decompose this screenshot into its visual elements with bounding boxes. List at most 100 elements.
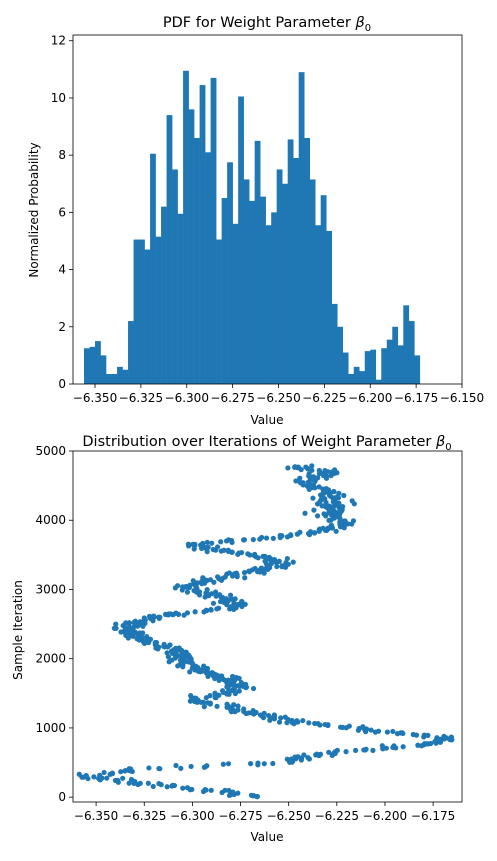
scatter-point (326, 517, 332, 523)
scatter-point (248, 792, 255, 798)
scatter-point (317, 526, 323, 532)
scatter-point (261, 710, 267, 716)
scatter-point (208, 787, 214, 793)
scatter-point (128, 776, 135, 783)
histogram-bar (95, 341, 101, 384)
scatter-point (204, 586, 210, 593)
histogram-bar (205, 152, 211, 384)
scatter-x-tick-label: −6.250 (266, 809, 310, 823)
histogram-bar (304, 137, 311, 384)
scatter-point (204, 549, 210, 555)
scatter-point (315, 475, 321, 481)
scatter-point (323, 485, 329, 492)
scatter-point (292, 464, 298, 470)
histogram-bar (249, 200, 255, 384)
scatter-point (120, 775, 126, 781)
scatter-point (305, 755, 311, 761)
scatter-point (268, 556, 274, 562)
scatter-x-ticks: −6.350 −6.325 −6.300 −6.275 −6.250 −6.225 −6.2… (74, 802, 455, 823)
histogram-bar (100, 355, 107, 384)
scatter-y-tick-label: 2000 (35, 652, 66, 666)
scatter-point (132, 618, 138, 624)
scatter-point (123, 620, 129, 626)
scatter-point (145, 780, 151, 786)
histogram-y-ticks: 0 2 4 6 8 10 12 (51, 34, 73, 391)
scatter-point (285, 465, 291, 471)
histogram-bar (348, 373, 355, 384)
scatter-point (76, 771, 82, 777)
scatter-point (185, 541, 191, 547)
scatter-point (259, 534, 265, 541)
scatter-point (341, 492, 347, 499)
scatter-point (213, 593, 219, 599)
scatter-point (212, 690, 218, 696)
scatter-point (310, 474, 317, 480)
scatter-point (194, 580, 200, 587)
scatter-point (203, 787, 209, 793)
scatter-point (259, 565, 265, 571)
scatter-point (370, 747, 376, 753)
scatter-point (145, 638, 151, 644)
scatter-point (340, 503, 346, 510)
scatter-point (434, 735, 440, 741)
scatter-point (138, 634, 145, 640)
scatter-point (290, 559, 296, 565)
scatter-point (201, 663, 207, 669)
histogram-bar (139, 239, 145, 384)
scatter-point (360, 724, 366, 730)
scatter-point (173, 762, 179, 769)
scatter-point (204, 577, 210, 584)
scatter-point (214, 606, 220, 612)
histogram-bar (144, 249, 151, 384)
scatter-point (184, 589, 191, 595)
scatter-point (208, 606, 214, 613)
scatter-point (204, 763, 210, 769)
scatter-point (190, 541, 196, 547)
scatter-y-tick-label: 3000 (35, 582, 66, 596)
scatter-point (341, 518, 347, 524)
scatter-point (216, 692, 222, 698)
histogram-bar (106, 373, 112, 384)
histogram-bar (216, 239, 222, 384)
scatter-x-tick-label: −6.300 (170, 809, 214, 823)
scatter-point (137, 780, 143, 786)
histogram-bar (243, 179, 250, 384)
scatter-point (233, 570, 240, 576)
scatter-point (210, 546, 216, 553)
scatter-point (317, 751, 324, 757)
scatter-point (309, 467, 315, 473)
scatter-point (216, 677, 222, 683)
scatter-point (214, 703, 220, 709)
histogram-bar (188, 109, 195, 385)
scatter-point (174, 583, 181, 589)
histogram-y-tick-label: 2 (58, 320, 66, 334)
scatter-point (215, 544, 221, 550)
scatter-point (321, 511, 327, 517)
scatter-point (215, 673, 221, 679)
histogram-bar (117, 366, 123, 384)
scatter-point (302, 510, 308, 516)
scatter-point (146, 613, 153, 619)
scatter-y-tick-label: 5000 (35, 444, 66, 458)
scatter-point (334, 747, 340, 753)
histogram-bar (331, 303, 338, 384)
scatter-point (175, 663, 181, 669)
scatter-point (252, 565, 258, 572)
scatter-point (228, 688, 234, 694)
scatter-point (255, 555, 261, 561)
histogram-y-tick-label: 8 (58, 148, 66, 162)
histogram-bar (122, 369, 129, 384)
scatter-point (284, 756, 290, 762)
scatter-point (350, 518, 357, 524)
scatter-point (209, 540, 215, 546)
scatter-point (222, 677, 228, 684)
scatter-point (262, 553, 268, 559)
scatter-point (187, 669, 193, 675)
histogram-bar (276, 169, 283, 384)
histogram-bar (353, 366, 360, 384)
histogram-bar (177, 213, 184, 384)
histogram-bar (408, 321, 415, 384)
histogram-bar (342, 352, 349, 384)
scatter-x-tick-label: −6.275 (218, 809, 262, 823)
